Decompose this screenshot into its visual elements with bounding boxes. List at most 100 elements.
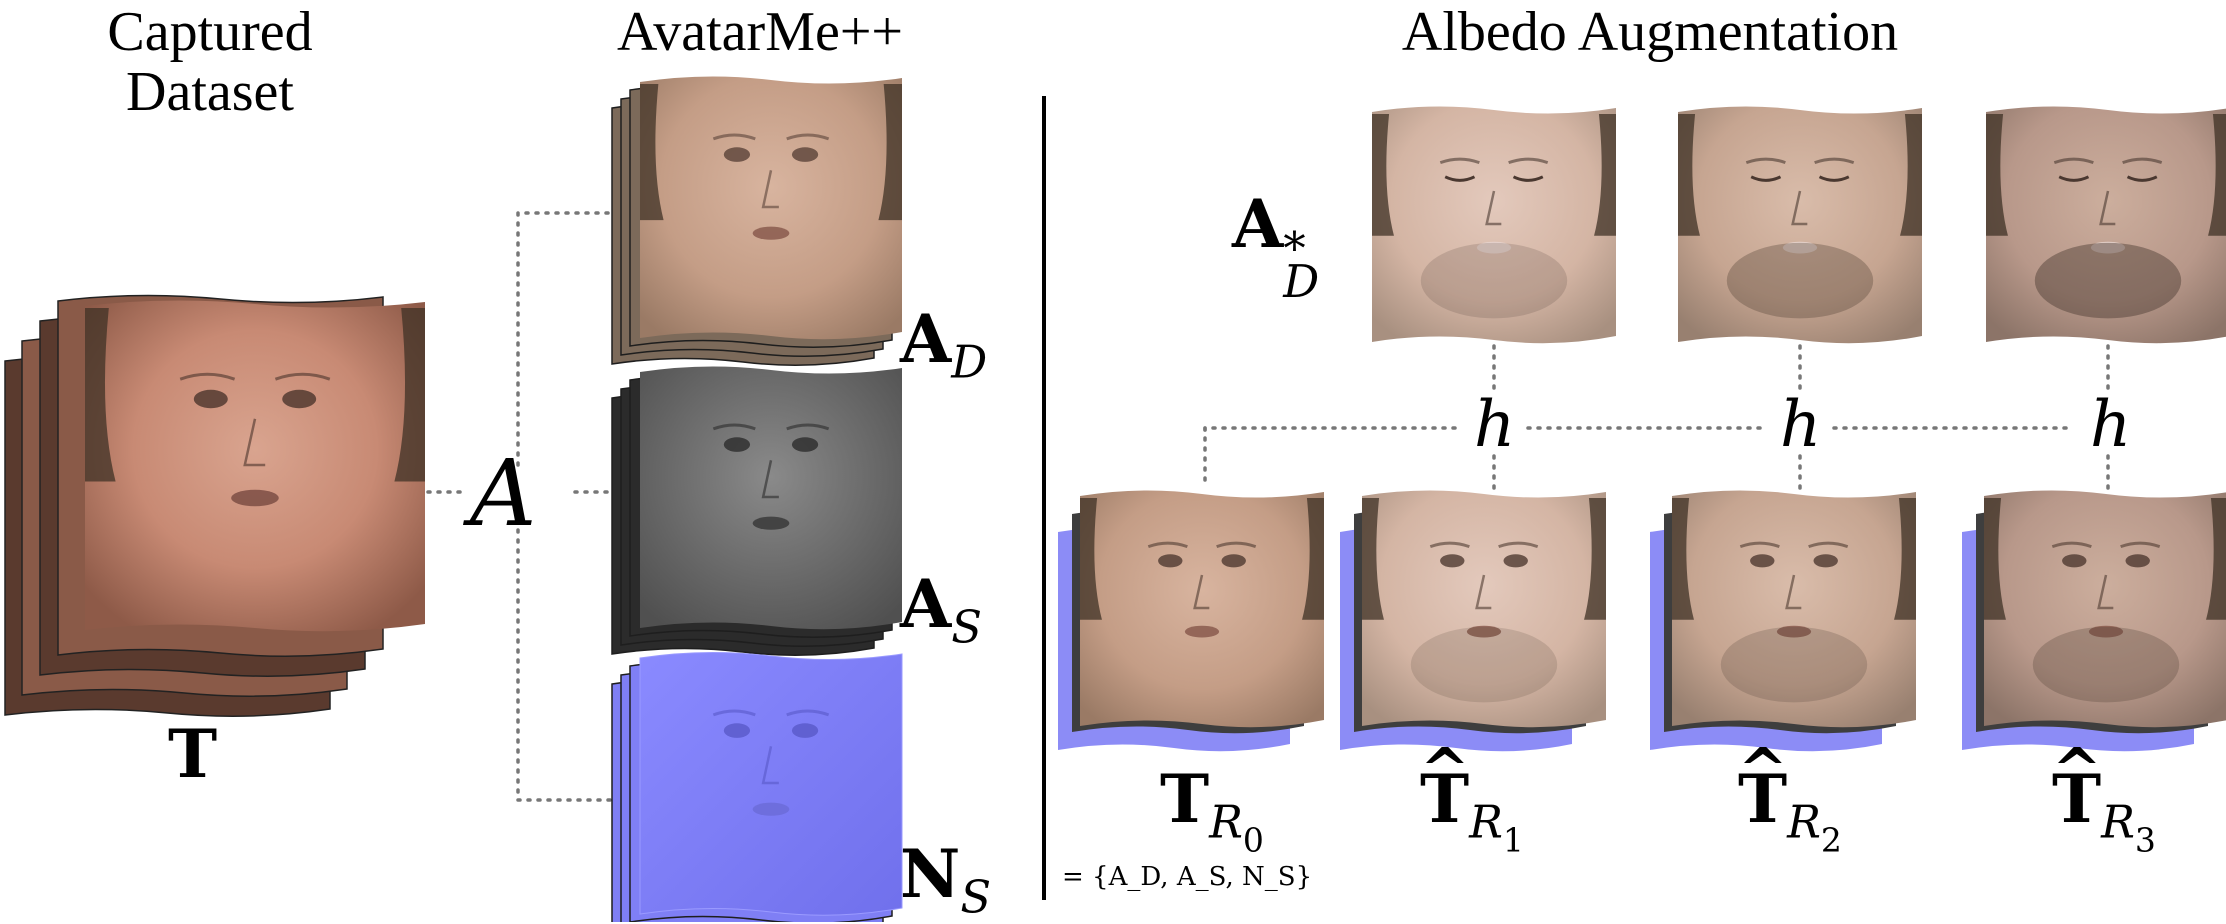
captured-face-hair-right	[394, 308, 425, 482]
augmented-albedo-2-hair-left	[1678, 114, 1700, 236]
normals-stack-face-nose	[761, 746, 779, 785]
label-T-R1-sub: R	[1469, 795, 1503, 849]
rendered-texture-0-brow-left	[1147, 541, 1188, 549]
label-T-R0-subsub: 0	[1242, 820, 1264, 860]
augmented-albedo-3	[1986, 106, 2226, 344]
albedo-diffuse-stack-face-eye-right	[791, 147, 819, 162]
label-h-1: h	[1474, 388, 1516, 462]
augmented-albedo-2	[1678, 106, 1922, 344]
albedo-diffuse-stack-face-eye-left	[723, 147, 751, 162]
albedo-specular-stack-face-brow-right	[786, 423, 830, 431]
captured-face-hair-left	[85, 308, 116, 482]
augmented-albedo-1-nose	[1485, 190, 1502, 226]
rendered-texture-0-eye-left	[1158, 554, 1183, 568]
label-A-D-sub: D	[951, 335, 988, 389]
label-T-R3-base: T	[2052, 735, 2101, 838]
albedo-diffuse-stack-face-brow-left	[712, 133, 756, 141]
label-set-definition: = {A_D, A_S, N_S}	[1062, 862, 1313, 892]
label-N-S-base: N	[900, 835, 961, 913]
rendered-texture-1-hair-left	[1362, 498, 1384, 620]
augmented-albedo-3-hair-left	[1986, 114, 2008, 236]
rendered-texture-3-hair-left	[1984, 498, 2006, 620]
title-avatarme-text: AvatarMe++	[616, 1, 903, 63]
augmented-albedo-1-eye-left	[1444, 175, 1476, 182]
albedo-diffuse-stack-face-hair-left	[640, 84, 664, 221]
label-A-D-star-base: A	[1232, 185, 1284, 263]
augmented-albedo-1-hair-right	[1594, 114, 1616, 236]
rendered-texture-2-brow-left	[1739, 541, 1780, 549]
title-albedo-augmentation: Albedo Augmentation	[1401, 1, 1899, 63]
label-T-R2-base: T	[1738, 735, 1787, 838]
label-A-S-sub: S	[951, 600, 982, 654]
label-T: T	[168, 715, 218, 793]
label-A-D-base: A	[900, 300, 952, 378]
rendered-texture-0-brow-right	[1216, 541, 1257, 549]
augmented-albedo-3-hair-right	[2208, 114, 2226, 236]
title-avatarme: AvatarMe++	[570, 2, 950, 62]
augmented-albedo-2-nose	[1791, 190, 1808, 226]
rendered-texture-3-eye-left	[2062, 554, 2087, 568]
label-T-R2-sub: R	[1787, 795, 1821, 849]
captured-face-brow-right	[274, 372, 331, 381]
label-T-R0-base: T	[1160, 760, 1210, 838]
augmented-albedo-1-mouth	[1476, 241, 1512, 254]
normals-stack-face-brow-left	[712, 709, 756, 717]
augmented-albedo-2-brow-right	[1814, 157, 1855, 165]
rendered-texture-1-brow-left	[1429, 541, 1470, 549]
augmented-albedo-3-brow-left	[2053, 157, 2094, 165]
rendered-texture-3-brow-right	[2120, 541, 2161, 549]
rendered-texture-2-eye-left	[1750, 554, 1775, 568]
albedo-specular-stack-face-eye-right	[791, 437, 819, 452]
rendered-texture-1-eye-right	[1503, 554, 1528, 568]
label-T-R3-sub: R	[2101, 795, 2135, 849]
rendered-texture-2-eye-right	[1813, 554, 1838, 568]
label-A-S: AS	[900, 565, 982, 654]
label-T-R0: TR0	[1160, 760, 1264, 860]
rendered-texture-2-mouth	[1776, 625, 1812, 638]
augmented-albedo-1-brow-right	[1508, 157, 1549, 165]
augmented-albedo-1-beard	[1420, 242, 1568, 319]
rendered-texture-0-hair-left	[1080, 498, 1102, 620]
albedo-specular-stack-face-nose	[761, 460, 779, 499]
label-T-R2: TR2	[1738, 735, 1842, 860]
label-A-S-base: A	[900, 565, 952, 643]
augmented-albedo-2-eye-left	[1750, 175, 1782, 182]
augmented-albedo-1-eye-right	[1512, 175, 1544, 182]
augmented-albedo-3-eye-right	[2126, 175, 2158, 182]
rendered-texture-3-mouth	[2088, 625, 2124, 638]
augmented-albedo-3-eye-left	[2058, 175, 2090, 182]
augmented-albedo-1-hair-left	[1372, 114, 1394, 236]
rendered-texture-3-eye-right	[2125, 554, 2150, 568]
connector-A-to-NS	[516, 528, 614, 802]
rendered-texture-2-hair-right	[1894, 498, 1916, 620]
albedo-diffuse-stack-face-brow-right	[786, 133, 830, 141]
label-A-D: AD	[900, 300, 987, 389]
augmented-albedo-3-brow-right	[2122, 157, 2163, 165]
albedo-specular-stack-face-mouth	[752, 516, 790, 530]
label-A-D-star-sup: *	[1283, 222, 1306, 276]
captured-face-eye-right	[282, 389, 317, 409]
normals-stack-face-mouth	[752, 802, 790, 816]
connector-A-to-AD	[516, 211, 614, 467]
captured-face-eye-left	[193, 389, 228, 409]
rendered-texture-1-beard	[1410, 626, 1558, 703]
normals-stack-face-brow-right	[786, 709, 830, 717]
rendered-texture-1-mouth	[1466, 625, 1502, 638]
label-T-R1-base: T	[1420, 735, 1469, 838]
connector-h-row-left	[1203, 426, 1460, 432]
rendered-texture-2-hair-left	[1672, 498, 1694, 620]
rendered-texture-3-hair-right	[2206, 498, 2226, 620]
label-T-R2-subsub: 2	[1820, 820, 1842, 860]
normals-stack-face-eye-right	[791, 723, 819, 738]
rendered-texture-1-brow-right	[1498, 541, 1539, 549]
rendered-texture-1-nose	[1475, 574, 1492, 610]
rendered-texture-0-hair-right	[1302, 498, 1324, 620]
label-T-R1: TR1	[1420, 735, 1524, 860]
normals-stack	[611, 651, 903, 922]
rendered-texture-2	[1650, 490, 1916, 752]
augmented-albedo-3-nose	[2099, 190, 2116, 226]
rendered-texture-0-nose	[1193, 574, 1210, 610]
label-T-R1-subsub: 1	[1502, 820, 1524, 860]
albedo-diffuse-stack-face-hair-right	[878, 84, 902, 221]
rendered-texture-0-eye-right	[1221, 554, 1246, 568]
